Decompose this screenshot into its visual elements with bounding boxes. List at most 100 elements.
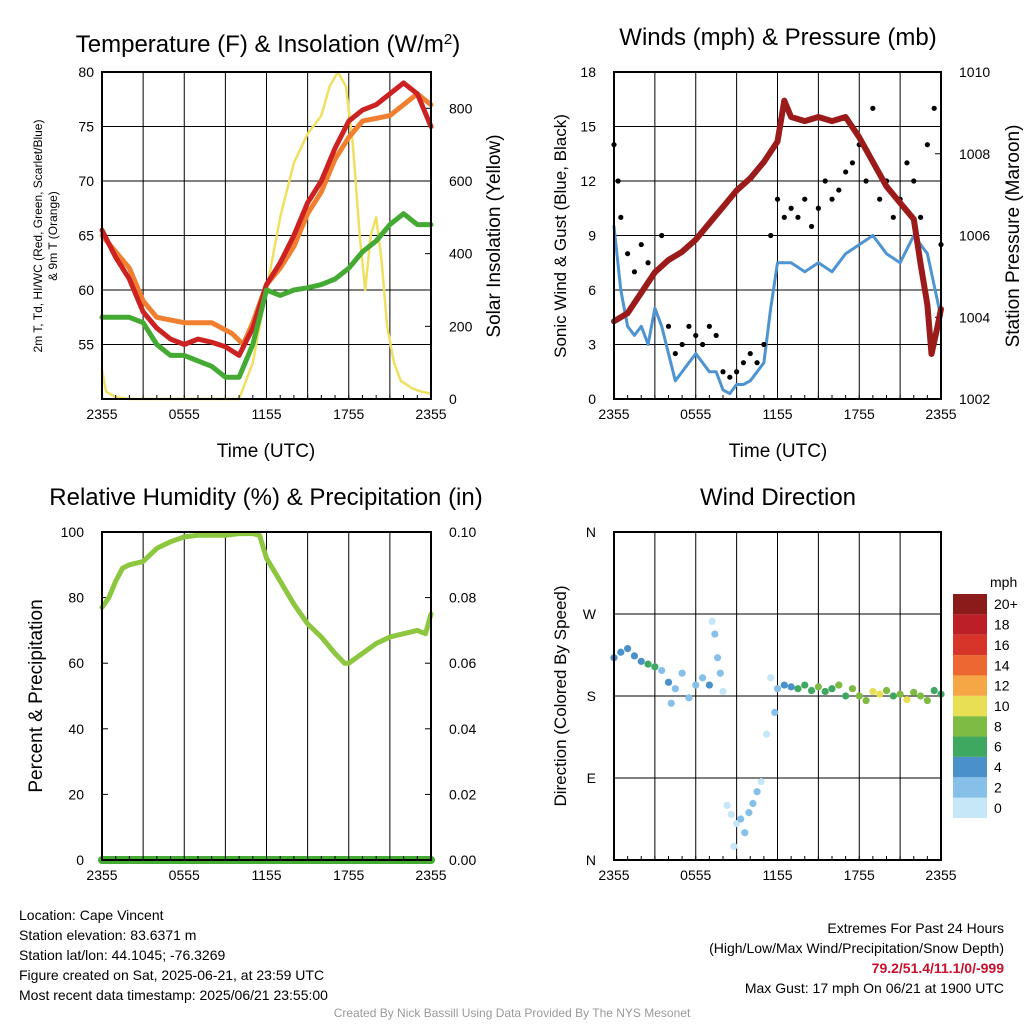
title-superscript: 2 <box>444 31 452 48</box>
y2-tick-label: 0.06 <box>449 655 476 671</box>
y-tick-label: 60 <box>68 655 84 671</box>
y2-tick-label: 200 <box>449 318 473 334</box>
y-tick-label: N <box>586 524 596 540</box>
panel-title-temperature: Temperature (F) & Insolation (W/m2) <box>76 31 460 59</box>
y-tick-label: E <box>587 770 596 786</box>
gust-point <box>788 205 794 211</box>
y-tick-label: 9 <box>588 228 596 244</box>
colorbar-swatch <box>953 614 987 635</box>
colorbar-label: 10 <box>994 698 1010 714</box>
gust-point <box>761 341 767 348</box>
y-tick-label: 80 <box>78 64 94 80</box>
title-close: ) <box>452 31 460 58</box>
direction-point <box>719 687 727 696</box>
gust-point <box>795 214 801 220</box>
gust-point <box>836 187 842 193</box>
direction-point <box>903 696 911 704</box>
x-tick-label: 1155 <box>251 406 281 422</box>
direction-point <box>780 681 788 689</box>
colorbar-swatch <box>953 634 987 656</box>
direction-point <box>708 617 716 625</box>
extremes-values: 79.2/51.4/11.1/0/-999 <box>871 960 1004 976</box>
colorbar-label: 20+ <box>994 596 1018 612</box>
gust-point <box>706 323 712 329</box>
colorbar-swatch <box>953 655 987 676</box>
y-axis-label-line1: 2m T, Td, HI/WC (Red, Green, Scarlet/Blu… <box>31 120 45 353</box>
gust-point <box>904 160 910 166</box>
direction-point <box>698 674 707 682</box>
y2-tick-label: 0.04 <box>449 721 476 737</box>
x-tick-label: 1755 <box>333 406 364 422</box>
direction-point <box>716 669 724 677</box>
y-tick-label: 100 <box>61 524 85 540</box>
gust-point <box>638 241 644 248</box>
temperature-series-2 <box>99 80 434 358</box>
y-tick-label: 18 <box>580 64 596 80</box>
gust-point <box>625 251 631 257</box>
x-tick-label: 0555 <box>169 867 200 883</box>
gust-point <box>781 214 787 220</box>
gust-point <box>672 350 678 357</box>
y-tick-label: 60 <box>78 282 94 298</box>
colorbar-label: 16 <box>994 637 1010 653</box>
direction-point <box>930 686 938 695</box>
gust-point <box>877 196 883 202</box>
wind-speed-line <box>612 224 943 396</box>
y-tick-label: S <box>587 688 596 704</box>
direction-point <box>737 815 745 823</box>
credit-text: Created By Nick Bassill Using Data Provi… <box>333 1006 691 1020</box>
y-tick-label: 12 <box>580 173 596 189</box>
direction-point <box>767 674 775 682</box>
gust-point <box>665 323 672 329</box>
direction-point <box>787 683 795 691</box>
direction-point <box>842 692 850 700</box>
direction-point <box>667 699 675 707</box>
gust-point <box>829 196 835 202</box>
colorbar-label: 2 <box>994 779 1002 795</box>
x-tick-label: 2355 <box>86 406 117 422</box>
y-tick-label: 0 <box>588 391 596 407</box>
x-tick-label: 2355 <box>925 406 956 422</box>
gust-point <box>754 360 760 366</box>
gust-point <box>849 160 856 166</box>
x-tick-label: 2355 <box>86 867 117 883</box>
x-tick-label: 0555 <box>680 867 711 883</box>
humidity-line <box>99 531 434 666</box>
y2-tick-label: 600 <box>449 173 473 189</box>
x-tick-label: 0555 <box>680 406 711 422</box>
y2-tick-label: 800 <box>449 100 473 116</box>
colorbar-label: 4 <box>994 759 1002 775</box>
latlon-text: Station lat/lon: 44.1045; -76.3269 <box>19 947 226 963</box>
y2-axis-label: Station Pressure (Maroon) <box>1003 125 1024 348</box>
direction-point <box>713 654 722 662</box>
x-tick-label: 2355 <box>415 406 446 422</box>
extremes-title: Extremes For Past 24 Hours <box>827 920 1004 936</box>
colorbar-swatch <box>953 695 987 717</box>
gust-point <box>931 105 937 111</box>
direction-point <box>741 829 749 837</box>
direction-point <box>794 685 802 693</box>
direction-point <box>848 685 857 693</box>
direction-point <box>685 694 693 702</box>
x-tick-label: 1755 <box>844 867 875 883</box>
direction-point <box>869 687 877 696</box>
colorbar-swatch <box>953 777 987 798</box>
y-tick-label: 0 <box>76 852 84 868</box>
y2-axis-label: Solar Insolation (Yellow) <box>484 134 505 337</box>
colorbar-swatch <box>953 736 987 757</box>
direction-point <box>745 809 753 817</box>
y2-tick-label: 1010 <box>959 64 990 80</box>
colorbar-label: 0 <box>994 800 1002 816</box>
created-text: Figure created on Sat, 2025-06-21, at 23… <box>19 967 325 983</box>
y2-tick-label: 1008 <box>959 146 990 162</box>
gust-point <box>863 178 869 184</box>
x-tick-label: 1155 <box>762 867 792 883</box>
y2-tick-label: 400 <box>449 246 473 262</box>
gust-point <box>645 260 651 266</box>
y-tick-label: 20 <box>68 786 84 802</box>
y2-tick-label: 1004 <box>959 309 990 325</box>
x-tick-label: 1155 <box>251 867 281 883</box>
colorbar-swatch <box>953 797 987 818</box>
gust-point <box>917 214 924 220</box>
